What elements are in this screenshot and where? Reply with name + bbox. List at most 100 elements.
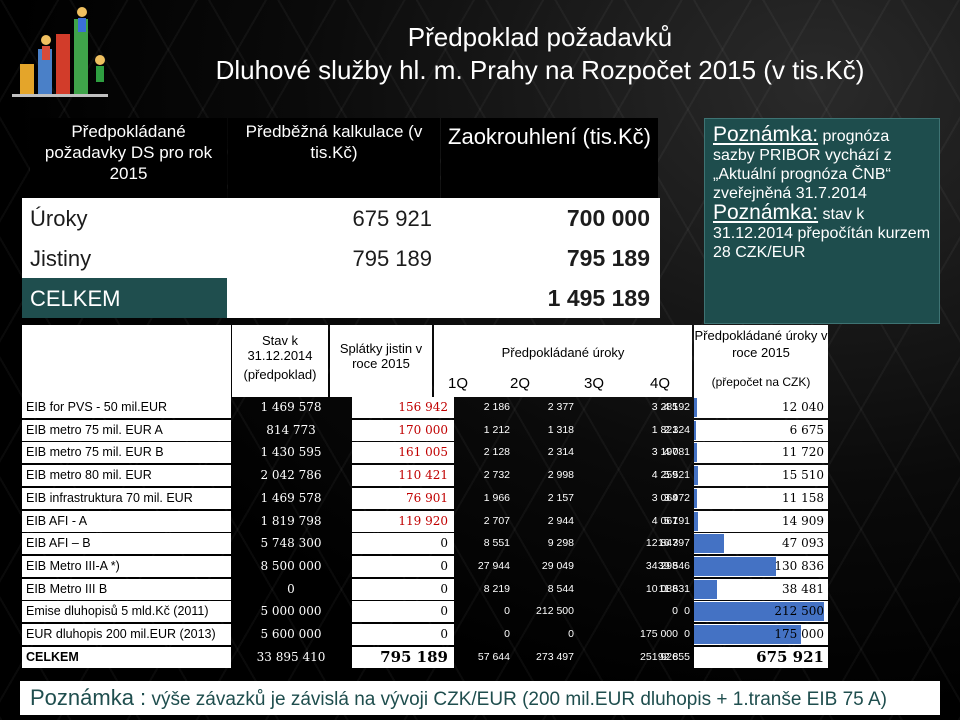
summary-row-label: Jistiny	[30, 246, 92, 271]
row-q1: 2 128	[483, 446, 510, 459]
row-q3: 3 285	[651, 401, 678, 413]
table-row: EIB Metro III-A *) 8 500 000 0 27 944 29 049…	[22, 555, 828, 577]
row-total: 175 000	[694, 624, 828, 645]
row-q4: 0	[684, 628, 690, 640]
row-total: 675 921	[694, 646, 828, 668]
row-q1: 8 551	[483, 537, 510, 550]
row-stav: 0	[287, 581, 295, 596]
page-title-line1: Předpoklad požadavků	[407, 22, 673, 52]
row-name: EIB metro 80 mil. EUR	[22, 465, 231, 487]
table-header-splatky: Splátky jistin v roce 2015	[330, 325, 432, 397]
row-total: 11 720	[694, 442, 828, 464]
row-q4: 0	[684, 605, 690, 618]
row-splatky: 795 189	[352, 646, 454, 668]
summary-row-calc: 795 189	[352, 246, 432, 271]
row-total-value: 11 720	[782, 445, 824, 460]
table-row: EIB metro 75 mil. EUR A 814 773 170 000 1 2…	[22, 419, 828, 441]
note-box: Poznámka: prognóza sazby PRIBOR vychází …	[704, 118, 940, 324]
summary-row-total: CELKEM 1 495 189	[22, 278, 660, 318]
row-total-value: 175 000	[774, 627, 824, 641]
bottom-note: Poznámka : výše závazků je závislá na vý…	[20, 681, 940, 715]
row-total-value: 15 510	[782, 468, 824, 483]
table-row: EIB AFI - A 1 819 798 119 920 2 707 2 944 4 0…	[22, 510, 828, 532]
summary-row-uroky: Úroky 675 921 700 000	[22, 198, 660, 238]
table-header-q4: 4Q	[650, 375, 671, 392]
row-splatky: 110 421	[352, 465, 454, 487]
row-total-bar	[694, 420, 696, 440]
row-total-bar	[694, 579, 718, 599]
row-q3: 4 067	[651, 514, 678, 527]
row-q1: 2 707	[483, 514, 510, 527]
row-q1: 8 219	[483, 582, 510, 595]
row-q2: 9 298	[547, 537, 574, 550]
note-text-2: stav k 31.12.2014 přepočítán kurzem 28 C…	[713, 206, 931, 261]
row-stav: 1 819 798	[260, 513, 322, 528]
row-stav: 5 600 000	[260, 627, 322, 641]
row-q1: 57 644	[477, 650, 510, 663]
note-title-2: Poznámka:	[713, 201, 819, 224]
row-total-bar	[694, 511, 698, 531]
row-total-bar	[694, 534, 725, 554]
row-total-value: 6 675	[789, 422, 824, 437]
row-total: 47 093	[694, 533, 828, 555]
table-header-name	[22, 325, 231, 397]
row-q3: 251 926	[640, 650, 678, 663]
row-q2: 2 377	[547, 401, 574, 413]
table-header-uroky: Předpokládané úroky 1Q 2Q 3Q 4Q	[434, 325, 692, 397]
row-q3: 10 088	[645, 582, 678, 595]
row-name: EIB metro 75 mil. EUR A	[22, 419, 231, 441]
row-total-bar	[694, 488, 697, 508]
row-total: 38 481	[694, 578, 828, 600]
row-name: Emise dluhopisů 5 mld.Kč (2011)	[22, 601, 231, 623]
table-header-total-label: Předpokládané úroky v roce 2015	[694, 328, 828, 360]
row-q4: 2 324	[663, 423, 690, 436]
row-q3: 34 298	[645, 559, 678, 572]
row-q3: 4 259	[651, 469, 678, 482]
row-splatky: 119 920	[352, 510, 454, 532]
summary-row-jistiny: Jistiny 795 189 795 189	[22, 238, 660, 278]
summary-total-value-cell: 1 495 189	[227, 278, 660, 318]
table-row: EUR dluhopis 200 mil.EUR (2013) 5 600 000…	[22, 624, 828, 645]
row-splatky: 161 005	[352, 442, 454, 464]
table-header-stav-sub: (předpoklad)	[243, 367, 317, 382]
row-total-bar	[694, 466, 698, 486]
row-total: 212 500	[694, 601, 828, 623]
row-q2: 273 497	[536, 650, 574, 663]
chart-logo-icon	[12, 7, 108, 97]
row-q1: 27 944	[477, 559, 510, 572]
table-header-q3: 3Q	[584, 375, 605, 392]
row-name: EIB for PVS - 50 mil.EUR	[22, 397, 231, 418]
row-q1: 2 186	[483, 401, 510, 413]
row-q3: 12 847	[645, 537, 678, 550]
row-stav: 1 469 578	[260, 400, 322, 414]
row-stav: 5 000 000	[260, 604, 322, 619]
row-total-bar	[694, 556, 776, 576]
row-q1: 1 966	[483, 491, 510, 504]
summary-row-calc: 675 921	[352, 206, 432, 231]
row-q3: 1 821	[651, 423, 678, 436]
row-q3: 175 000	[640, 628, 678, 640]
bottom-note-title: Poznámka :	[30, 685, 147, 710]
row-q2: 0	[568, 628, 574, 640]
row-splatky: 0	[352, 555, 454, 577]
row-q3: 0	[672, 605, 678, 618]
row-q4: 11 631	[658, 582, 690, 595]
row-stav: 1 469 578	[260, 490, 322, 505]
row-name: EIB AFI - A	[22, 510, 231, 532]
row-q3: 3 064	[651, 491, 678, 504]
row-total: 15 510	[694, 465, 828, 487]
row-q1: 1 212	[483, 423, 510, 436]
row-q4: 4 192	[663, 401, 690, 413]
row-q2: 2 314	[547, 446, 574, 459]
row-total-value: 675 921	[756, 647, 824, 666]
summary-row-label: Úroky	[30, 206, 88, 231]
row-total: 130 836	[694, 555, 828, 577]
row-q2: 2 944	[547, 514, 574, 527]
row-total-bar	[694, 625, 801, 644]
row-splatky: 0	[352, 601, 454, 623]
row-total-bar	[694, 443, 697, 463]
row-stav: 8 500 000	[260, 558, 322, 573]
row-q2: 212 500	[536, 605, 574, 618]
row-total: 11 158	[694, 487, 828, 509]
row-total-value: 12 040	[782, 400, 824, 414]
